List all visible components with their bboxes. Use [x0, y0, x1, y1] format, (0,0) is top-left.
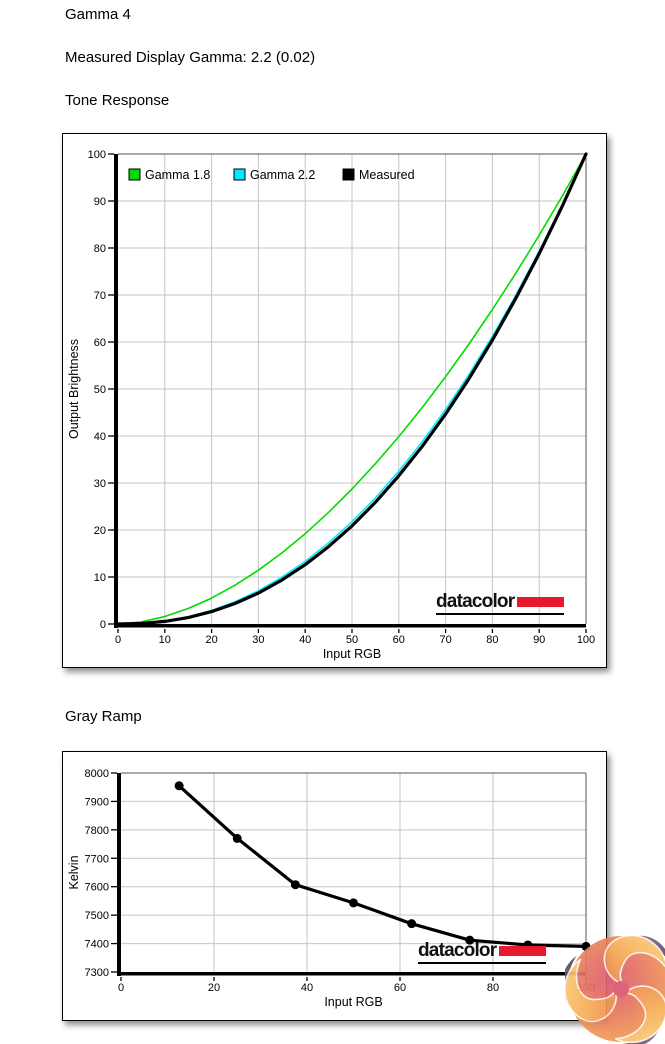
x-tick-label: 90	[533, 634, 545, 646]
x-axis	[114, 624, 586, 628]
y-tick-label: 8000	[85, 768, 109, 780]
series-gray-ramp	[177, 784, 588, 948]
y-axis	[114, 154, 118, 628]
legend-label-gamma-2-2: Gamma 2.2	[250, 168, 315, 182]
datacolor-wordmark: datacolor	[418, 940, 497, 961]
legend-swatch-gamma-1-8	[128, 168, 141, 181]
series-gamma-1-8	[117, 153, 587, 625]
x-tick-label: 20	[205, 634, 217, 646]
data-point	[232, 833, 242, 843]
x-tick-label: 20	[208, 982, 220, 994]
x-tick-label: 70	[439, 634, 451, 646]
y-tick-label: 7900	[85, 796, 109, 808]
section-heading-tone-response: Tone Response	[65, 92, 170, 109]
kitguru-swirl-icon	[565, 934, 665, 1044]
datacolor-red-bar	[499, 945, 547, 956]
x-axis	[117, 972, 586, 976]
y-tick-label: 7500	[85, 910, 109, 922]
y-axis-label: Output Brightness	[67, 339, 81, 439]
datacolor-wordmark: datacolor	[436, 591, 515, 612]
x-axis-label: Input RGB	[323, 647, 381, 661]
x-tick-label: 60	[394, 982, 406, 994]
y-tick-label: 90	[94, 196, 106, 208]
x-tick-label: 80	[486, 634, 498, 646]
measured-gamma-text: Measured Display Gamma: 2.2 (0.02)	[65, 49, 316, 66]
y-tick-label: 100	[88, 149, 106, 161]
y-tick-label: 20	[94, 525, 106, 537]
x-tick-label: 30	[252, 634, 264, 646]
x-axis-label: Input RGB	[324, 995, 382, 1009]
y-tick-label: 7700	[85, 853, 109, 865]
y-tick-label: 70	[94, 290, 106, 302]
x-tick-label: 40	[299, 634, 311, 646]
gray-ramp-chart: 0204060801007300740075007600770078007900…	[62, 751, 607, 1021]
tone-response-chart: 0 10 20 30 40 50 60 70 80 90 100 0 10 20 30 40 50 60 70 80 9…	[62, 133, 607, 668]
data-point	[465, 935, 475, 945]
x-tick-label: 10	[159, 634, 171, 646]
y-tick-label: 60	[94, 337, 106, 349]
series-measured	[116, 152, 588, 626]
y-axis	[117, 773, 121, 976]
legend-swatch-measured	[342, 168, 355, 181]
y-tick-label: 7800	[85, 825, 109, 837]
kitguru-watermark	[565, 933, 665, 1044]
data-point	[174, 781, 184, 791]
x-tick-label: 40	[301, 982, 313, 994]
y-tick-label: 80	[94, 243, 106, 255]
y-tick-label: 7300	[85, 967, 109, 979]
y-axis-label: Kelvin	[67, 855, 81, 889]
y-tick-label: 50	[94, 384, 106, 396]
datacolor-logo: datacolor	[418, 940, 547, 964]
data-point	[290, 880, 300, 890]
x-tick-label: 50	[346, 634, 358, 646]
x-tick-label: 0	[115, 634, 121, 646]
tone-response-plot: 0 10 20 30 40 50 60 70 80 90 100 0 10 20 30 40 50 60 70 80 9…	[67, 149, 595, 661]
y-tick-label: 0	[100, 619, 106, 631]
y-tick-label: 10	[94, 572, 106, 584]
section-heading-gray-ramp: Gray Ramp	[65, 708, 142, 725]
y-tick-label: 30	[94, 478, 106, 490]
legend-label-measured: Measured	[359, 168, 415, 182]
data-point	[407, 919, 417, 929]
page-title: Gamma 4	[65, 6, 131, 23]
y-tick-label: 40	[94, 431, 106, 443]
gray-ramp-plot: 0204060801007300740075007600770078007900…	[67, 768, 595, 1009]
x-tick-label: 80	[487, 982, 499, 994]
datacolor-logo: datacolor	[436, 591, 565, 615]
legend-label-gamma-1-8: Gamma 1.8	[145, 168, 210, 182]
x-tick-label: 60	[393, 634, 405, 646]
x-tick-label: 0	[118, 982, 124, 994]
y-tick-label: 7600	[85, 882, 109, 894]
data-point	[349, 898, 358, 908]
y-tick-label: 7400	[85, 939, 109, 951]
x-tick-label: 100	[577, 634, 595, 646]
legend-swatch-gamma-2-2	[233, 168, 246, 181]
datacolor-red-bar	[517, 596, 565, 607]
